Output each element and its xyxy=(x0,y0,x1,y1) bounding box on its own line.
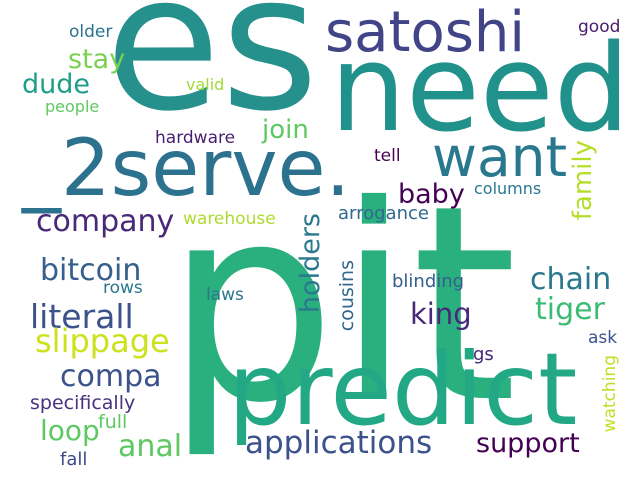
word-arrogance: arrogance xyxy=(338,203,429,224)
word-tell: tell xyxy=(374,146,401,166)
word-people: people xyxy=(45,97,100,116)
word-applications: applications xyxy=(245,425,433,461)
word-support: support xyxy=(476,428,580,459)
word-compa: compa xyxy=(60,359,162,394)
word-cousins: cousins xyxy=(336,260,358,332)
word-predict: predict xyxy=(228,331,578,448)
word-bitcoin: bitcoin xyxy=(40,253,142,288)
word-king: king xyxy=(410,297,472,331)
word-baby: baby xyxy=(398,179,465,210)
word-chain: chain xyxy=(530,262,612,297)
word-tiger: tiger xyxy=(535,292,605,327)
word-laws: laws xyxy=(206,285,244,305)
word-pit: pit xyxy=(165,147,518,462)
word-2serve: _2serve. xyxy=(22,124,351,214)
word-dude: dude xyxy=(22,69,91,100)
word-need: need xyxy=(330,20,630,159)
word-company: company xyxy=(36,204,175,239)
word-holders: holders xyxy=(295,213,326,314)
word-stay: stay xyxy=(68,44,126,75)
word-anal: anal xyxy=(118,429,183,464)
word-valid: valid xyxy=(186,75,225,94)
word-family: family xyxy=(568,140,598,221)
word-older: older xyxy=(69,22,113,42)
word-watching: watching xyxy=(600,355,620,433)
word-full: full xyxy=(98,411,128,433)
word-fall: fall xyxy=(60,449,88,470)
word-es: es xyxy=(105,0,319,153)
word-good: good xyxy=(578,17,621,37)
word-ask: ask xyxy=(588,328,618,348)
word-hardware: hardware xyxy=(155,128,236,148)
word-loop: loop xyxy=(40,414,100,447)
word-satoshi: satoshi xyxy=(325,0,525,65)
word-columns: columns xyxy=(474,179,542,198)
word-want: want xyxy=(432,125,568,189)
word-gs: gs xyxy=(473,344,494,365)
word-warehouse: warehouse xyxy=(183,209,276,229)
word-blinding: blinding xyxy=(392,271,465,292)
word-slippage: slippage xyxy=(35,322,170,360)
word-join: join xyxy=(262,115,309,145)
word-literall: literall xyxy=(30,297,134,336)
word-rows: rows xyxy=(103,278,143,298)
word-specifically: specifically xyxy=(30,392,136,414)
